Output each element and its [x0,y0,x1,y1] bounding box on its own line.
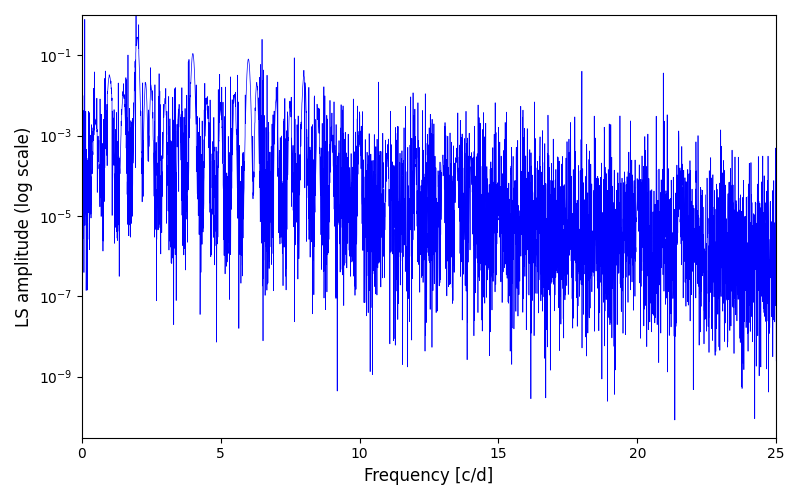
X-axis label: Frequency [c/d]: Frequency [c/d] [364,467,494,485]
Y-axis label: LS amplitude (log scale): LS amplitude (log scale) [15,126,33,326]
